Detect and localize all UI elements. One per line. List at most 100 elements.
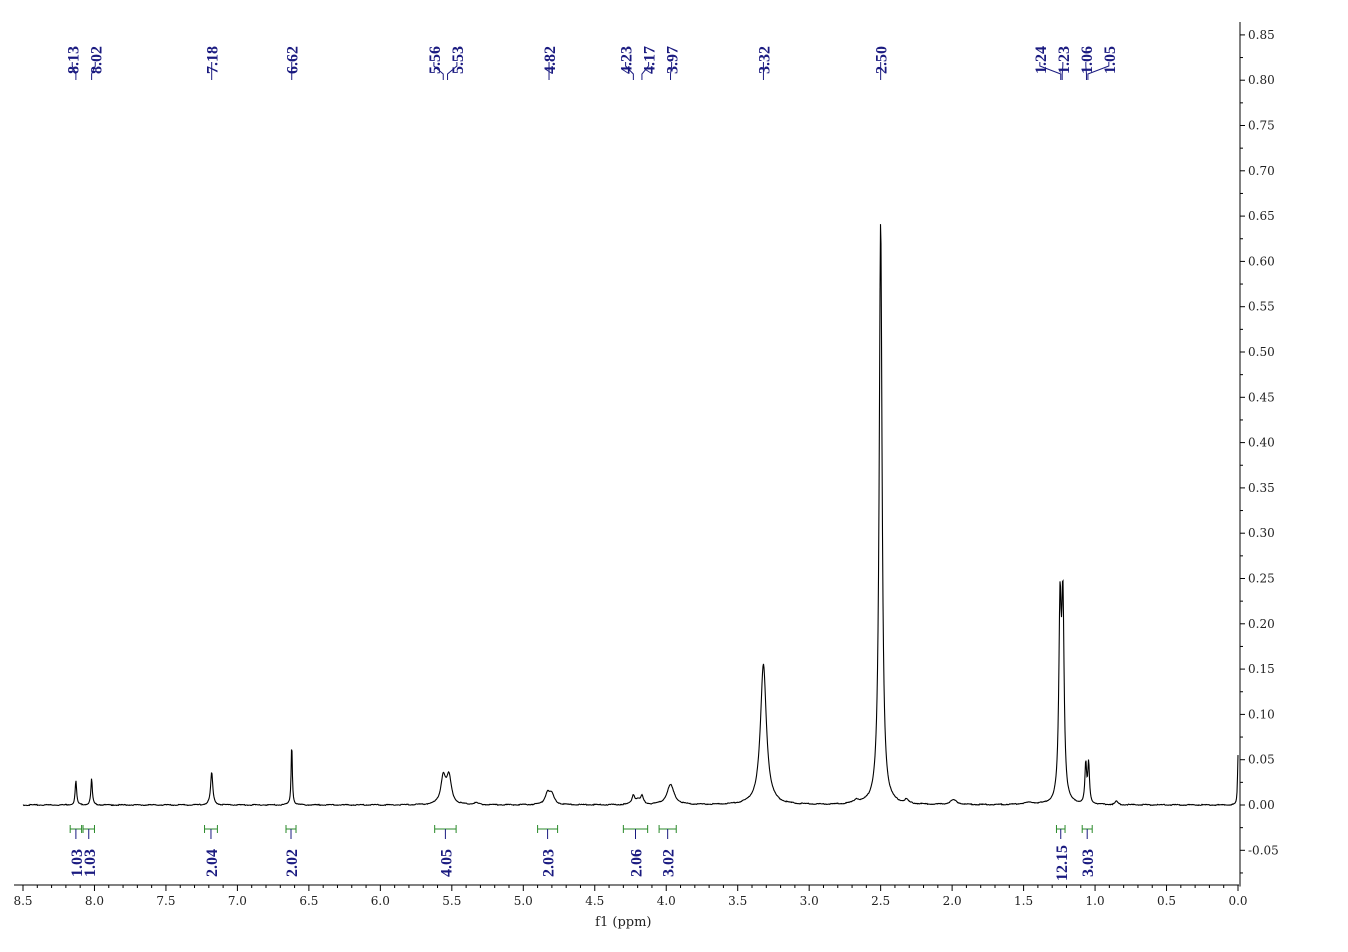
integral-label: 3.03	[1080, 849, 1097, 877]
integral-label: 4.05	[438, 849, 455, 877]
x-tick-label: 3.5	[728, 894, 747, 908]
peak-label-text: 3.97	[665, 46, 682, 74]
x-tick-label: 4.5	[585, 894, 604, 908]
integral: 1.03	[82, 825, 99, 877]
peak-label: 6.62	[285, 46, 302, 80]
peak-label-text: 1.23	[1056, 46, 1073, 74]
peak-label: 5.56	[427, 46, 444, 80]
integral-label: 12.15	[1054, 845, 1071, 881]
peak-label: 3.97	[665, 46, 682, 80]
peak-label: 5.53	[447, 46, 467, 80]
peak-label: 8.13	[65, 46, 82, 80]
peak-label: 1.05	[1087, 46, 1119, 80]
x-tick-label: 7.5	[156, 894, 175, 908]
integral: 3.02	[658, 825, 678, 877]
y-tick-label: 0.40	[1248, 436, 1275, 450]
peak-label-text: 2.50	[874, 46, 891, 74]
peak-label: 7.18	[205, 46, 222, 80]
y-tick-label: 0.55	[1248, 300, 1275, 314]
x-tick-label: 5.5	[442, 894, 461, 908]
y-tick-label: 0.80	[1248, 73, 1275, 87]
integral-label: 2.06	[629, 849, 646, 877]
x-tick-label: 0.5	[1157, 894, 1176, 908]
peak-label: 1.23	[1056, 46, 1073, 80]
peak-label-text: 6.62	[285, 46, 302, 74]
y-tick-label: 0.25	[1248, 572, 1275, 586]
peak-label: 4.23	[619, 46, 636, 80]
integral: 2.04	[204, 825, 221, 877]
peak-label-connector	[1039, 62, 1062, 80]
integral-label: 1.03	[82, 849, 99, 877]
peak-label-connector	[625, 62, 634, 80]
integral: 4.05	[434, 825, 457, 877]
peak-label-text: 7.18	[205, 46, 222, 74]
y-tick-label: 0.50	[1248, 345, 1275, 359]
spectrum-plot-area	[22, 224, 1239, 807]
spectrum-line	[22, 224, 1239, 807]
x-tick-label: 6.5	[299, 894, 318, 908]
integrals: 1.031.03 2.04 2.02 4.05 2.03 2.06 3.02 12.15 3.0…	[69, 825, 1097, 881]
peak-label-text: 1.24	[1033, 46, 1050, 74]
x-tick-label: 0.0	[1228, 894, 1247, 908]
peak-label-connector	[91, 62, 96, 80]
x-tick-label: 8.0	[85, 894, 104, 908]
x-tick-label: 7.0	[228, 894, 247, 908]
y-tick-label: 0.45	[1248, 390, 1275, 404]
y-tick-label: 0.35	[1248, 481, 1275, 495]
x-tick-label: 6.0	[371, 894, 390, 908]
x-tick-label: 4.0	[657, 894, 676, 908]
peak-label-text: 1.06	[1079, 46, 1096, 74]
integral-label: 1.03	[69, 849, 86, 877]
integral: 1.03	[69, 825, 86, 877]
y-tick-label: 0.60	[1248, 254, 1275, 268]
peak-label-text: 1.05	[1102, 46, 1119, 74]
integral-label: 2.04	[204, 849, 221, 877]
peak-labels: 8.13 8.02 7.18 6.62 5.56 5.53 4.82 4.23 4.17 3.97…	[65, 46, 1119, 80]
integral: 3.03	[1080, 825, 1097, 877]
peak-label: 4.82	[542, 46, 559, 80]
peak-label-text: 4.23	[619, 46, 636, 74]
peak-label-text: 4.82	[542, 46, 559, 74]
y-tick-label: -0.05	[1248, 843, 1279, 857]
x-tick-label: 2.5	[871, 894, 890, 908]
peak-label-text: 5.56	[427, 46, 444, 74]
y-axis: 0.85 0.80 0.75 0.70 0.65 0.60 0.55 0.50 0.45 0.40…	[1239, 22, 1279, 887]
peak-label: 4.17	[641, 46, 659, 80]
peak-label: 1.06	[1079, 46, 1096, 80]
peak-label: 1.24	[1033, 46, 1062, 80]
peak-label-connector	[641, 62, 650, 80]
y-tick-label: 0.05	[1248, 753, 1275, 767]
x-tick-label: 2.0	[943, 894, 962, 908]
peak-label-text: 3.32	[756, 46, 773, 74]
x-axis: 8.5 8.0 7.5 7.0 6.5 6.0 5.5 5.0 4.5 4.0 3.5 3.0 2.5 2…	[13, 884, 1248, 908]
peak-label-text: 4.17	[642, 46, 659, 74]
x-axis-title: f1 (ppm)	[595, 915, 651, 930]
integral: 2.03	[537, 825, 559, 877]
y-tick-label: 0.15	[1248, 662, 1275, 676]
y-tick-label: 0.75	[1248, 119, 1275, 133]
peak-label-connector	[71, 62, 77, 80]
y-tick-label: 0.20	[1248, 617, 1275, 631]
y-tick-label: 0.65	[1248, 209, 1275, 223]
y-tick-label: 0.30	[1248, 526, 1275, 540]
integral: 2.02	[284, 825, 301, 877]
peak-label: 3.32	[756, 46, 773, 80]
peak-label-connector	[1061, 62, 1064, 80]
peak-label: 8.02	[88, 46, 105, 80]
peak-label-text: 8.13	[65, 46, 82, 74]
integral-label: 2.03	[541, 849, 558, 877]
x-tick-label: 1.0	[1086, 894, 1105, 908]
y-tick-label: 0.00	[1248, 798, 1275, 812]
peak-label-connector	[670, 62, 673, 80]
peak-label-connector	[1085, 62, 1087, 80]
peak-label: 2.50	[874, 46, 891, 80]
peak-label-connector	[433, 62, 444, 80]
peak-label-connector	[1087, 62, 1110, 80]
integral: 12.15	[1054, 825, 1071, 881]
integral: 2.06	[622, 825, 649, 877]
y-tick-label: 0.10	[1248, 707, 1275, 721]
y-tick-label: 0.85	[1248, 28, 1275, 42]
peak-label-text: 5.53	[450, 46, 467, 74]
integral-label: 3.02	[661, 849, 678, 877]
